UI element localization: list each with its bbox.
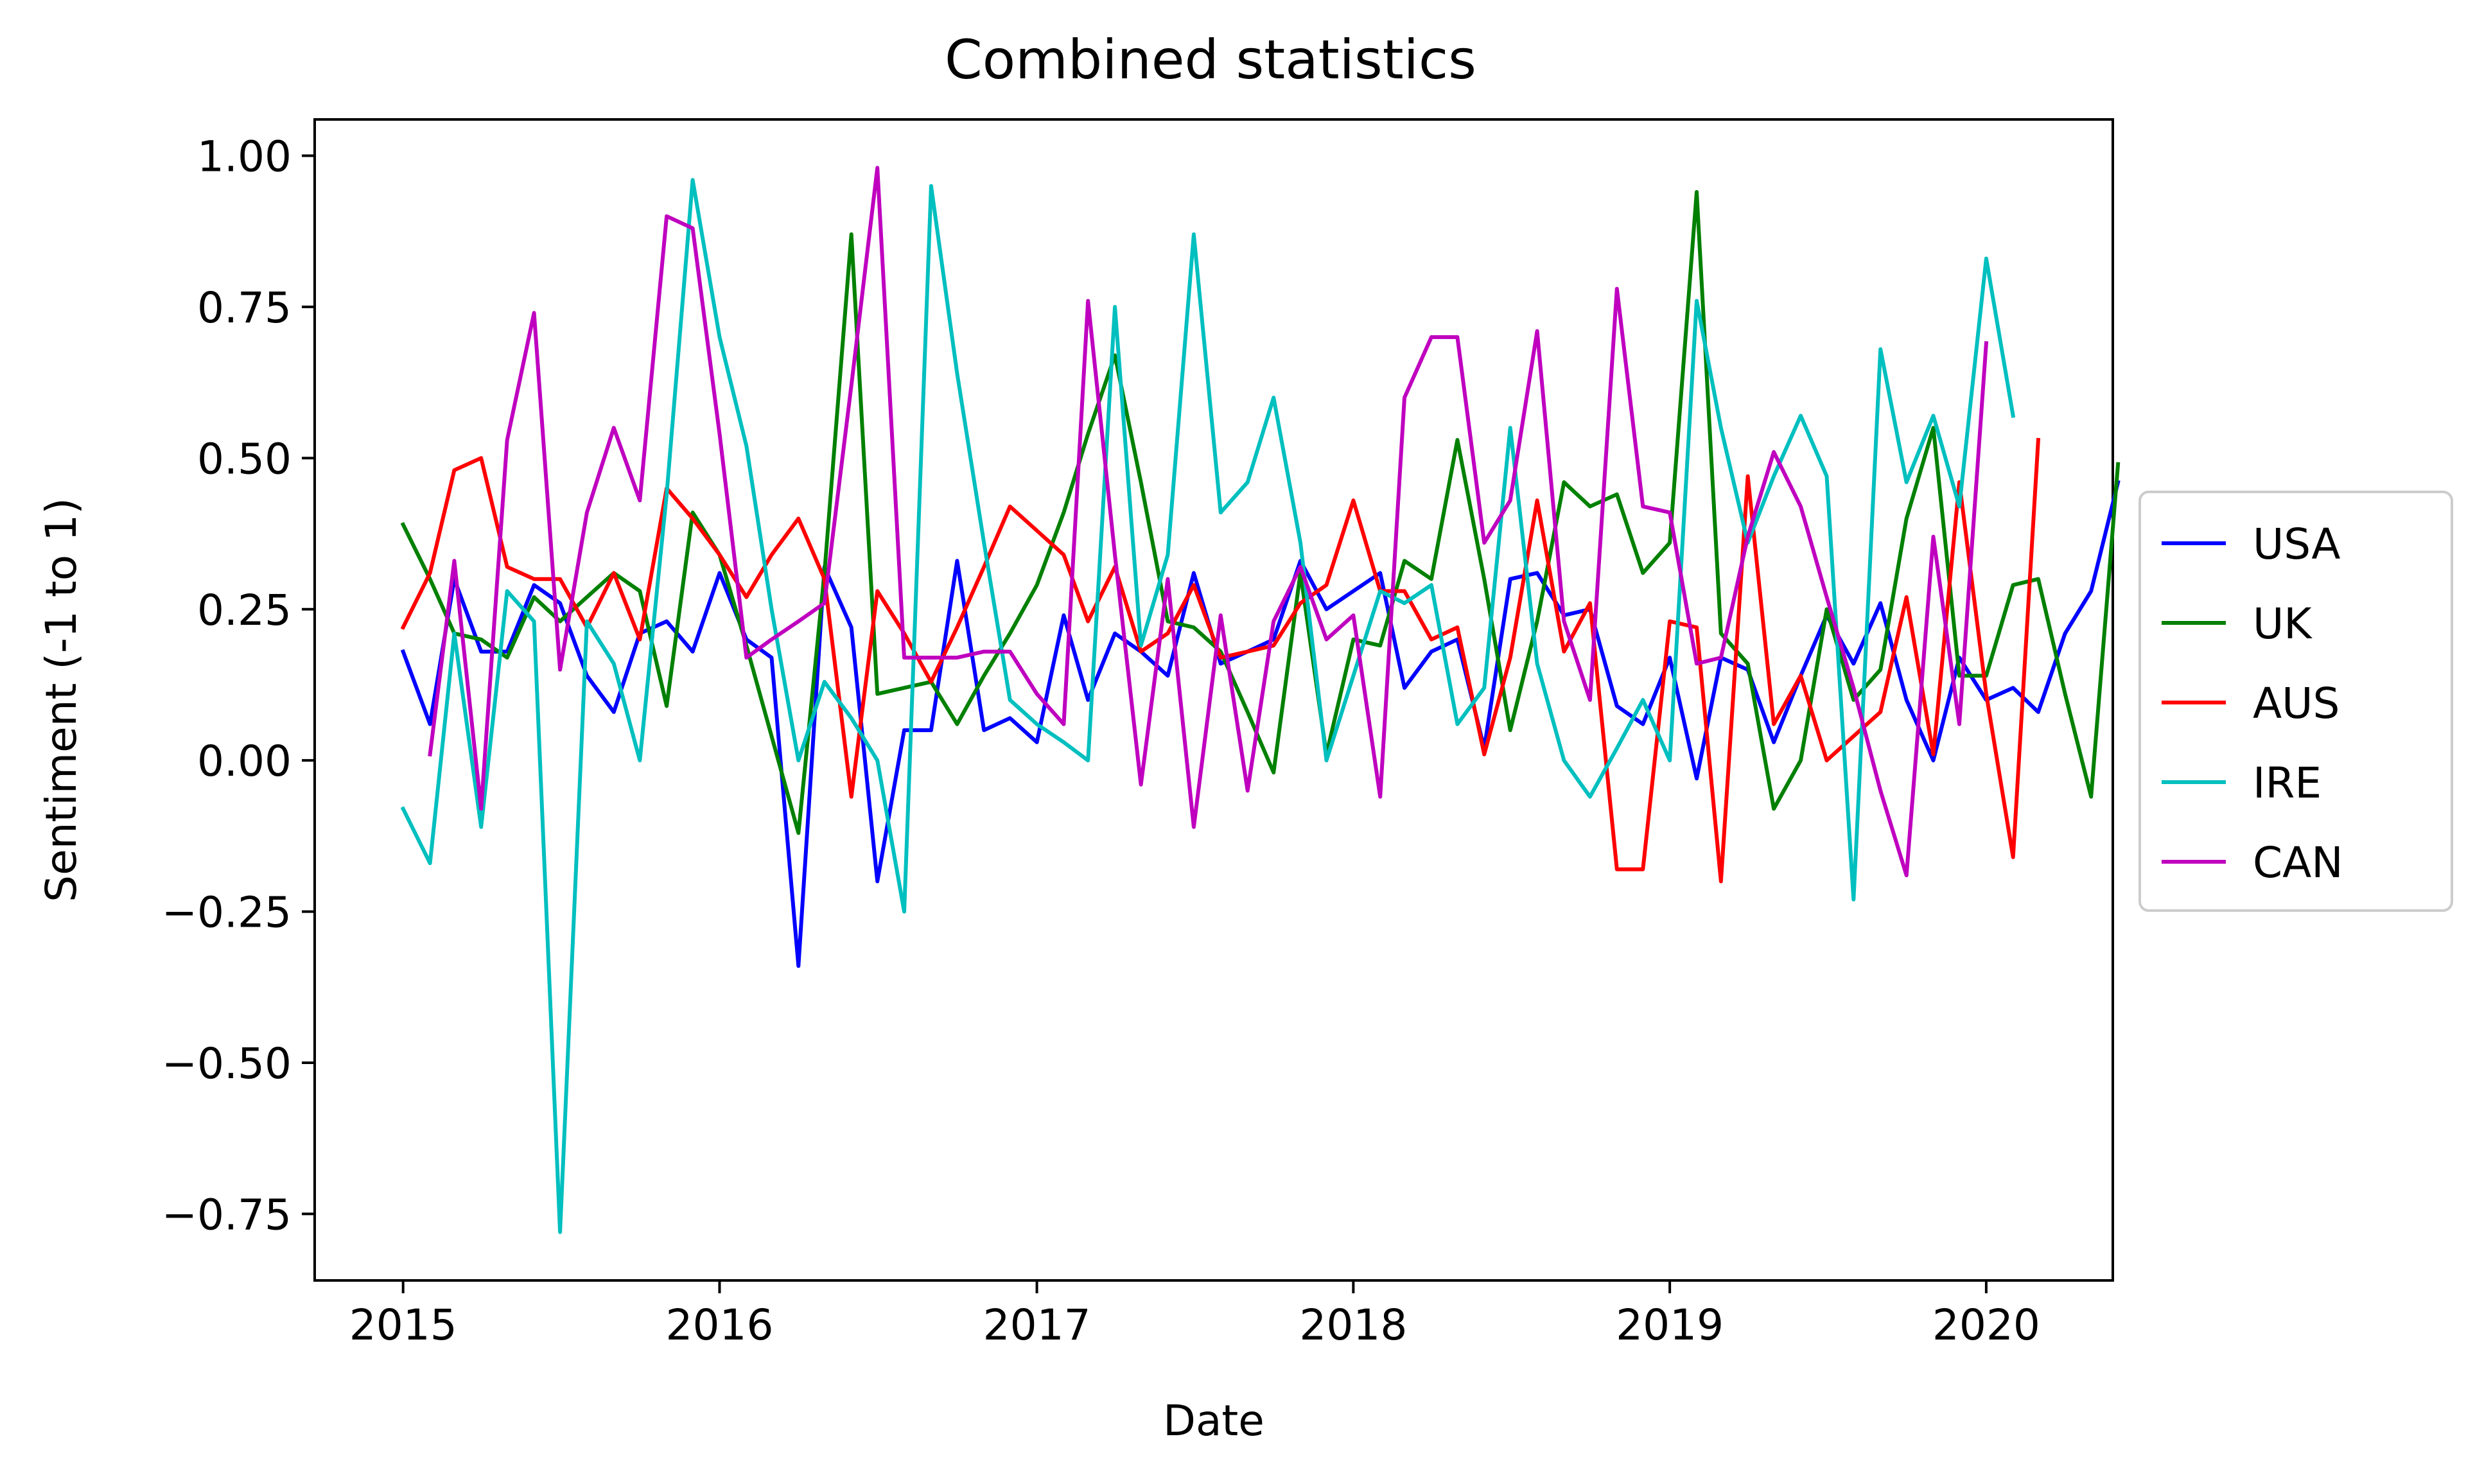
chart-title: Combined statistics: [945, 28, 1476, 91]
plot-area: 2015 2016 2017 2018 2019 2020 1.00 0.75 0.50 0.2…: [162, 118, 2121, 1350]
x-tick-label: 2016: [665, 1300, 773, 1350]
plot-frame: [313, 118, 2114, 1282]
series-line-aus: [400, 437, 2041, 884]
y-tick-label: 0.75: [197, 283, 292, 333]
legend-label: IRE: [2253, 758, 2322, 808]
series-layer: [400, 166, 2121, 1234]
series-line-ire: [400, 178, 2016, 1234]
legend-entry-aus: AUS: [2162, 679, 2339, 728]
y-tick-label: 0.00: [197, 737, 292, 786]
x-tick-label: 2017: [983, 1300, 1091, 1350]
legend-frame: [2138, 491, 2453, 912]
y-tick-label: −0.50: [162, 1039, 292, 1088]
x-tick-label: 2019: [1616, 1300, 1724, 1350]
x-tick-label: 2018: [1299, 1300, 1407, 1350]
y-axis: 1.00 0.75 0.50 0.25 0.00 −0.25 −0.50 −0.75: [162, 132, 315, 1239]
y-tick-label: 0.25: [197, 586, 292, 635]
legend-label: CAN: [2253, 838, 2343, 887]
y-axis-label: Sentiment (-1 to 1): [37, 498, 86, 902]
y-tick-label: −0.25: [162, 888, 292, 938]
x-axis-label: Date: [1163, 1396, 1264, 1445]
y-tick-label: 0.50: [197, 434, 292, 484]
legend: USA UK AUS IRE CAN: [2138, 491, 2453, 912]
y-tick-label: −0.75: [162, 1190, 292, 1239]
x-tick-label: 2020: [1932, 1300, 2040, 1350]
legend-entry-uk: UK: [2162, 599, 2313, 649]
legend-items: USA UK AUS IRE CAN: [2162, 519, 2343, 887]
series-line-can: [428, 166, 1989, 878]
legend-entry-ire: IRE: [2162, 758, 2322, 808]
legend-entry-can: CAN: [2162, 838, 2343, 887]
legend-label: USA: [2253, 519, 2341, 569]
legend-label: UK: [2253, 599, 2313, 649]
x-axis: 2015 2016 2017 2018 2019 2020: [349, 1280, 2040, 1350]
series-line-uk: [400, 190, 2121, 835]
x-tick-label: 2015: [349, 1300, 457, 1350]
y-tick-label: 1.00: [197, 132, 292, 182]
legend-entry-usa: USA: [2162, 519, 2341, 569]
legend-label: AUS: [2253, 679, 2339, 728]
